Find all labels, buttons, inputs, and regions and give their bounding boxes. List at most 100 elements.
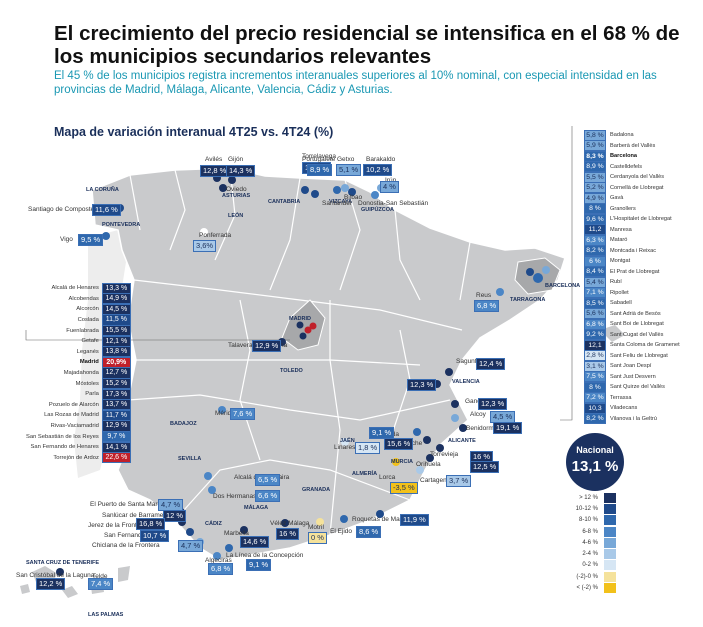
legend-label: 2-4 % <box>582 551 598 558</box>
list-item-value: 15,2 % <box>101 378 131 390</box>
city-value-box: 12,8 % <box>200 165 230 177</box>
city-dot <box>376 510 384 518</box>
province-label: SEVILLA <box>178 456 202 462</box>
city-dot <box>219 184 227 192</box>
list-item: 9,6 % L'Hospitalet de Llobregat <box>584 213 680 225</box>
list-item-value: 8,2 % <box>584 413 606 425</box>
city-value-box: 5,1 % <box>336 164 362 176</box>
city-dot <box>340 515 348 523</box>
list-item-value: 12,7 % <box>101 367 131 379</box>
list-item-value: 8,9 % <box>584 161 606 173</box>
list-item-value: 8,4 % <box>584 266 606 278</box>
city-value-box: 6,8 % <box>208 563 234 575</box>
legend-label: < (-2) % <box>576 585 598 592</box>
list-item: 6,8 % Sant Boi de Llobregat <box>584 318 680 330</box>
list-item-name: Cornellà de Llobregat <box>610 184 664 191</box>
city-dot <box>311 190 319 198</box>
list-item: 8,2 % Montcada i Reixac <box>584 245 680 257</box>
list-item-value: 13,7 % <box>101 399 131 411</box>
map-title: Mapa de variación interanual 4T25 vs. 4T… <box>54 125 334 139</box>
city-name: El Ejido <box>330 528 353 535</box>
list-item-name: Rivas-Vaciamadrid <box>50 423 99 430</box>
legend-label: (-2)-0 % <box>576 573 598 580</box>
legend-swatch <box>604 503 616 514</box>
list-item-name: Alcalá de Henares <box>51 285 99 292</box>
list-item: 6,3 % Mataró <box>584 234 680 246</box>
city-value-box: 8,6 % <box>356 526 382 538</box>
city-name: Elche <box>406 440 423 447</box>
city-value-box: 11,6 % <box>92 204 121 216</box>
legend-item: 6-8 % <box>570 526 616 537</box>
list-item-value: 6,8 % <box>584 318 606 330</box>
list-item-value: 3,1 % <box>584 360 606 372</box>
city-value-box: 15,6 % <box>384 438 414 450</box>
legend-swatch <box>604 492 616 503</box>
list-item: Madrid 20,9% <box>26 356 131 369</box>
list-item: 7,5 % Sant Just Desvern <box>584 371 680 383</box>
city-name: Sagunto <box>456 358 481 365</box>
city-name: Portugalete <box>302 156 336 163</box>
city-dot <box>240 526 248 534</box>
madrid-list: Alcalá de Henares 13,3 % Alcobendas 14,9 % A… <box>26 282 131 464</box>
list-item: 8,3 % Barcelona <box>584 150 680 162</box>
list-item-name: L'Hospitalet de Llobregat <box>610 216 672 223</box>
city-value-box: 9,1 % <box>369 427 395 439</box>
list-item-value: 5,6 % <box>584 308 606 320</box>
legend-item: 0-2 % <box>570 560 616 571</box>
list-item-name: Coslada <box>77 317 99 324</box>
city-dot <box>218 406 226 414</box>
list-item-value: 13,3 % <box>101 282 131 294</box>
list-item: Parla 17,3 % <box>26 388 131 400</box>
city-name: Ponferrada <box>199 232 232 239</box>
list-item-value: 7,2 % <box>584 392 606 404</box>
city-value-box: 14,6 % <box>240 536 270 548</box>
list-item: 8,2 % Vilanova i la Geltrú <box>584 413 680 425</box>
list-item-name: Pozuelo de Alarcón <box>48 401 99 408</box>
list-item-name: Fuenlabrada <box>66 327 99 334</box>
legend-swatch <box>604 571 616 582</box>
list-item-value: 5,4 % <box>584 276 606 288</box>
legend-label: 4-6 % <box>582 539 598 546</box>
city-value-box: 10,2 % <box>363 164 393 176</box>
list-item-name: Ripollet <box>610 289 629 296</box>
legend-swatch <box>604 526 616 537</box>
list-item-name: Barberà del Vallès <box>610 142 656 149</box>
city-value-box: 4,5 % <box>490 411 516 423</box>
list-item-name: Terrassa <box>610 394 632 401</box>
city-value-box: 19,1 % <box>493 422 523 434</box>
list-item-value: 9,6 % <box>584 213 606 225</box>
city-name: Donostia-San Sebastián <box>358 200 429 207</box>
list-item-name: Majadahonda <box>63 370 99 377</box>
national-label: Nacional <box>576 445 614 455</box>
province-label: LA CORUÑA <box>86 187 119 193</box>
list-item: 11,2 % Manresa <box>584 224 680 242</box>
city-name: Vigo <box>60 236 73 243</box>
city-value-box: 12,5 % <box>470 461 500 473</box>
city-name: Sanlúcar de Barrameda <box>102 512 171 519</box>
city-value-box: 14,3 % <box>226 165 256 177</box>
city-dot <box>392 458 400 466</box>
city-dot <box>413 428 421 436</box>
list-item: 5,6 % Sant Adrià de Besòs <box>584 308 680 320</box>
province-label: PONTEVEDRA <box>102 222 141 228</box>
list-item: San Fernando de Henares 14,1 % <box>26 441 131 453</box>
city-dot <box>213 552 221 560</box>
list-item: 8 % Sant Quirze del Vallès <box>584 381 680 393</box>
legend-item: 2-4 % <box>570 548 616 560</box>
list-item-name: Móstoles <box>75 380 99 387</box>
province-label: VIZCAYA <box>329 199 353 205</box>
list-item-name: Sant Quirze del Vallès <box>610 384 665 391</box>
list-item-value: 14,5 % <box>101 303 131 316</box>
city-name: Santiago de Compostela <box>28 206 100 213</box>
list-item: 8 % Granollers <box>584 203 680 215</box>
city-name: Marbella <box>224 530 249 537</box>
list-item-name: Sant Boi de Llobregat <box>610 321 664 328</box>
list-item-value: 5,5 % <box>584 171 606 183</box>
list-item: 7,2 % Terrassa <box>584 392 680 404</box>
city-dot <box>426 454 434 462</box>
city-name: Cartagena <box>420 477 451 484</box>
city-dot <box>533 273 543 283</box>
list-item-value: 5,2 % <box>584 182 606 194</box>
city-dot <box>436 444 444 452</box>
list-item: 5,9 % Barberà del Vallès <box>584 140 680 152</box>
